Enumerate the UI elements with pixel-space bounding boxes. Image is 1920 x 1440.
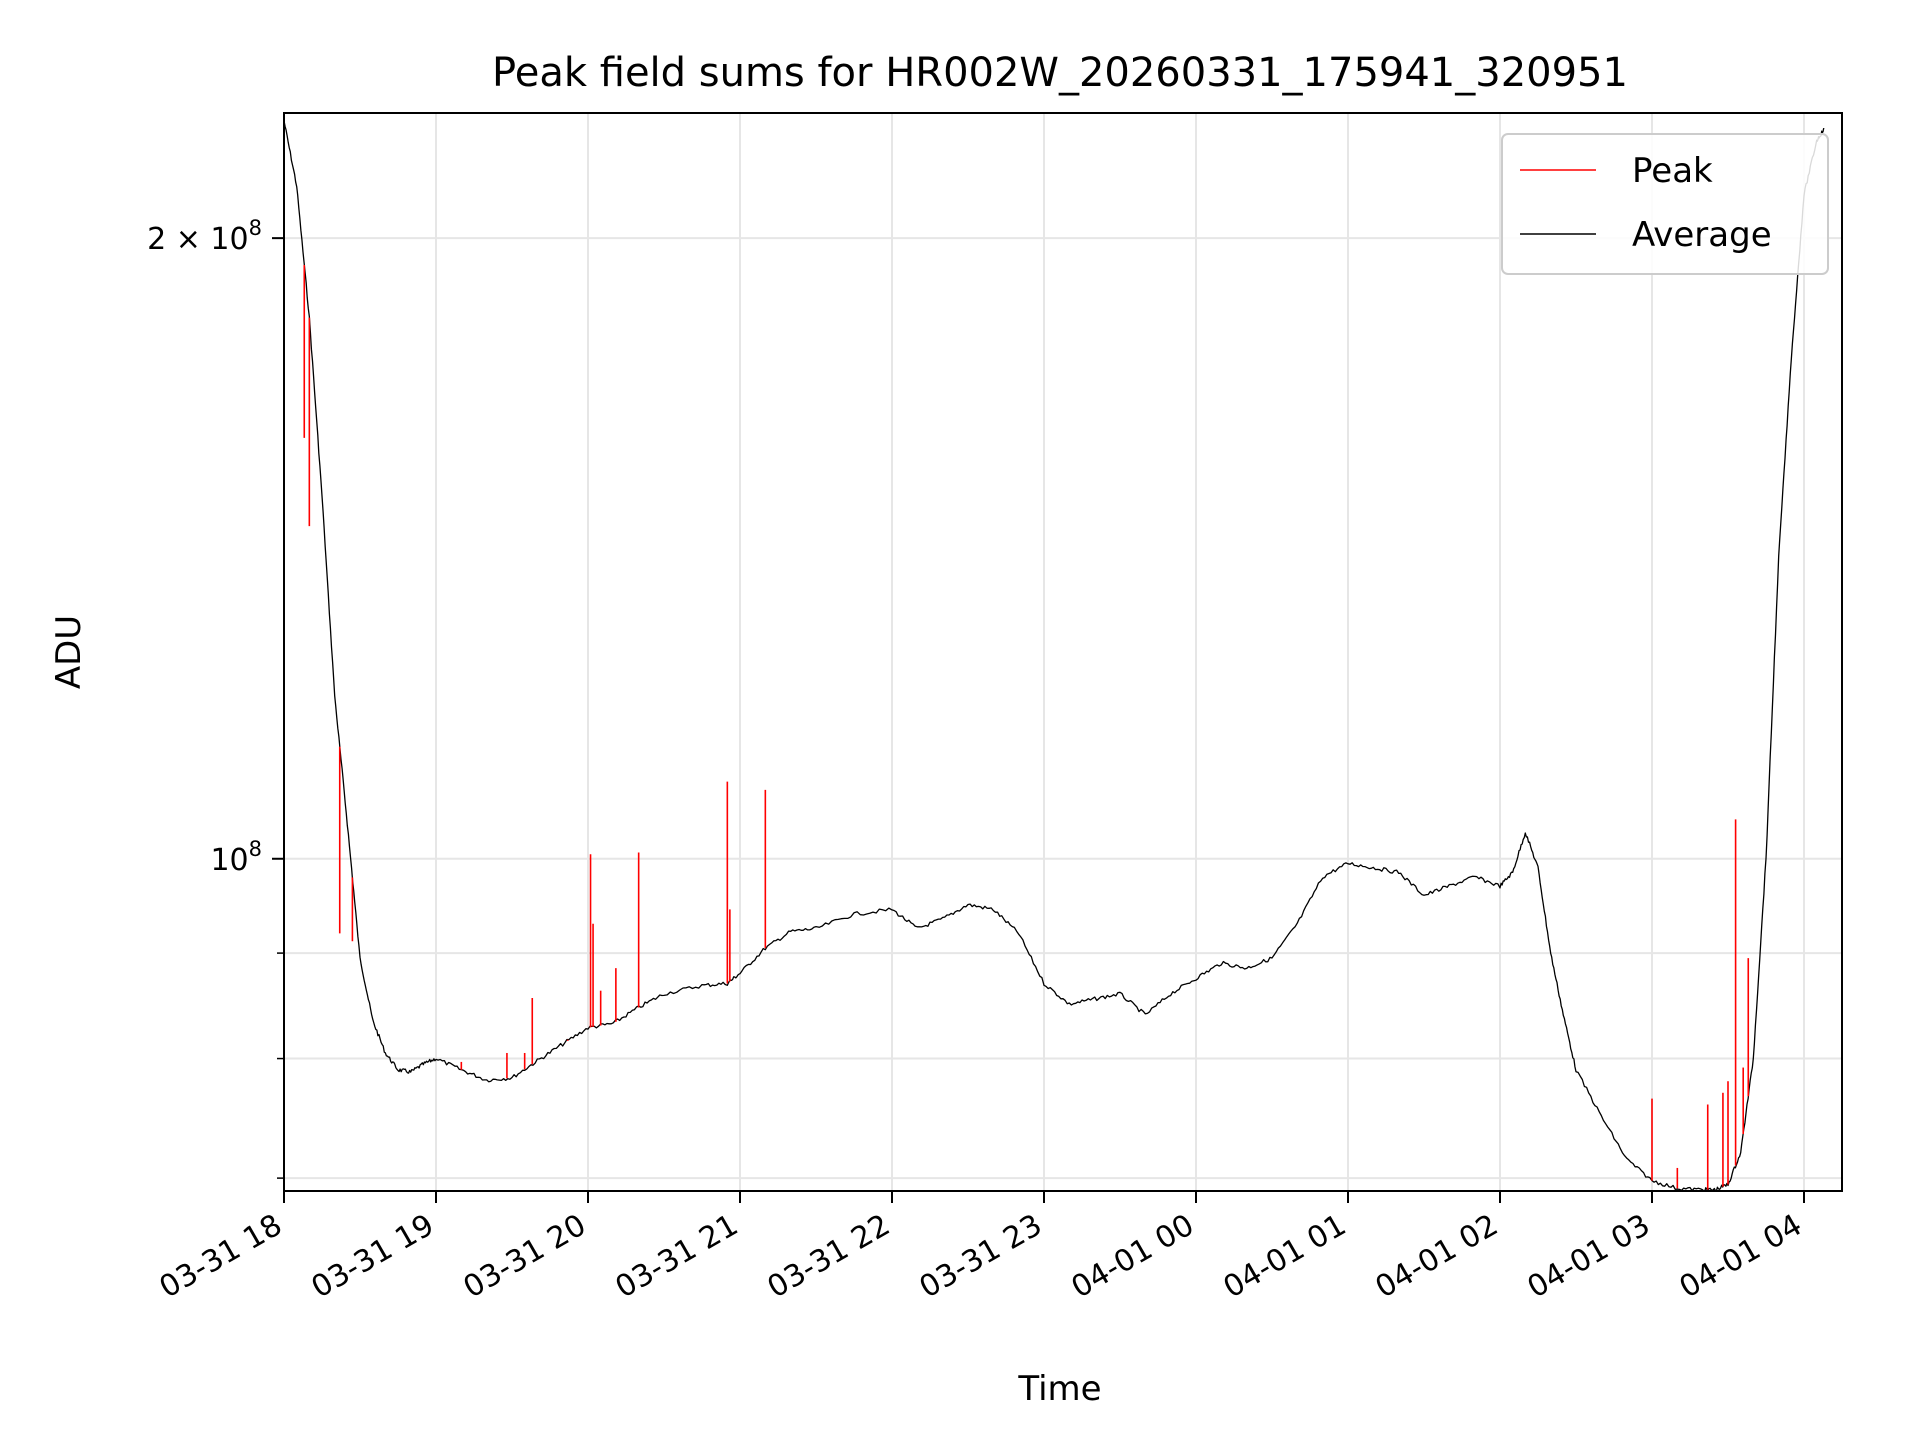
- legend-average-label: Average: [1632, 215, 1772, 255]
- peak-spikes: [303, 264, 1750, 1190]
- x-tick-label: 04-01 02: [1370, 1208, 1504, 1306]
- plot-frame: [283, 112, 1843, 1192]
- x-tick-label: 03-31 19: [306, 1208, 440, 1306]
- x-tick-label: 03-31 22: [762, 1208, 896, 1306]
- x-axis-label: Time: [1017, 1369, 1101, 1409]
- legend-box: [1501, 133, 1829, 275]
- legend-peak-label: Peak: [1632, 151, 1713, 191]
- x-tick-label: 03-31 20: [458, 1208, 592, 1306]
- y-tick-label: 108: [210, 837, 262, 878]
- x-tick-label: 03-31 21: [610, 1208, 744, 1306]
- chart-title: Peak field sums for HR002W_20260331_1759…: [492, 50, 1628, 96]
- x-tick-label: 04-01 03: [1522, 1208, 1656, 1306]
- grid: [283, 113, 1842, 1191]
- x-tick-label: 03-31 23: [914, 1208, 1048, 1306]
- legend: Peak Average: [1501, 133, 1829, 275]
- y-axis-ticks: 108 2 × 108: [147, 216, 284, 1179]
- y-tick-label: 2 × 108: [147, 216, 262, 257]
- x-tick-label: 04-01 04: [1674, 1208, 1808, 1306]
- y-axis-label: ADU: [49, 615, 89, 689]
- x-tick-label: 04-01 00: [1066, 1208, 1200, 1306]
- x-tick-label: 03-31 18: [154, 1208, 288, 1306]
- plot-lines: [283, 120, 1825, 1192]
- x-axis-ticks: 03-31 18 03-31 19 03-31 20 03-31 21 03-31 22…: [154, 1191, 1808, 1305]
- average-series-line: [283, 120, 1825, 1192]
- x-tick-label: 04-01 01: [1218, 1208, 1352, 1306]
